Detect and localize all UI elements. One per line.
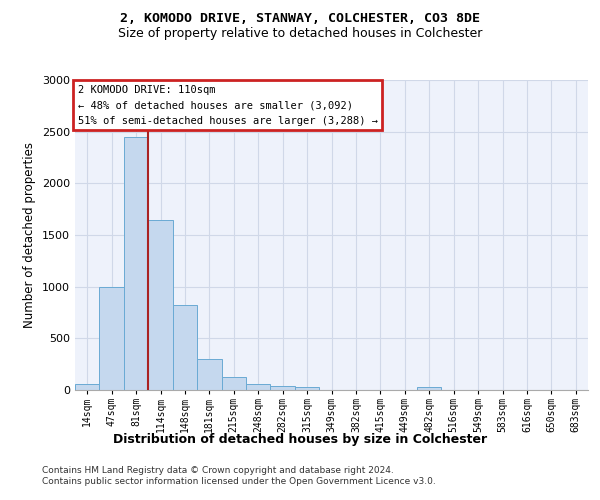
Bar: [246, 384, 271, 390]
Bar: [100, 286, 124, 390]
Text: 2 KOMODO DRIVE: 110sqm
← 48% of detached houses are smaller (3,092)
51% of semi-: 2 KOMODO DRIVE: 110sqm ← 48% of detached…: [77, 84, 377, 126]
Bar: [295, 387, 319, 390]
Text: Contains HM Land Registry data © Crown copyright and database right 2024.: Contains HM Land Registry data © Crown c…: [42, 466, 394, 475]
Bar: [148, 220, 173, 390]
Bar: [124, 137, 148, 390]
Bar: [197, 359, 221, 390]
Text: 2, KOMODO DRIVE, STANWAY, COLCHESTER, CO3 8DE: 2, KOMODO DRIVE, STANWAY, COLCHESTER, CO…: [120, 12, 480, 26]
Text: Contains public sector information licensed under the Open Government Licence v3: Contains public sector information licen…: [42, 478, 436, 486]
Bar: [221, 376, 246, 390]
Bar: [75, 384, 100, 390]
Bar: [417, 387, 442, 390]
Y-axis label: Number of detached properties: Number of detached properties: [23, 142, 37, 328]
Text: Size of property relative to detached houses in Colchester: Size of property relative to detached ho…: [118, 28, 482, 40]
Bar: [271, 386, 295, 390]
Text: Distribution of detached houses by size in Colchester: Distribution of detached houses by size …: [113, 432, 487, 446]
Bar: [173, 306, 197, 390]
